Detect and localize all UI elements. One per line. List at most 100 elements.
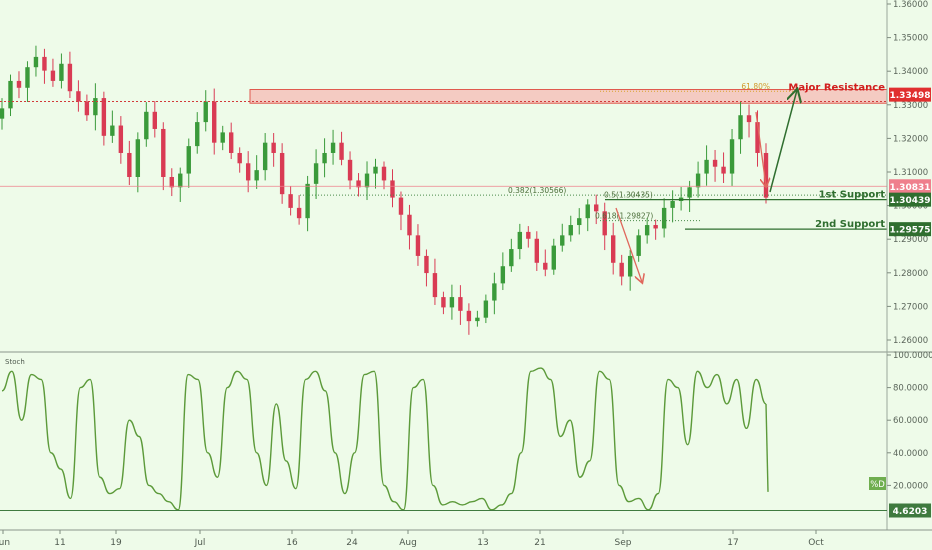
candle-body [432, 273, 438, 298]
price-tick-label: 1.31000 [893, 168, 928, 178]
candle-body [441, 297, 446, 308]
candle-body [93, 98, 98, 116]
candle-body [229, 132, 234, 153]
candle-body [517, 231, 523, 250]
candle-body [313, 163, 319, 184]
candle-body [738, 115, 743, 140]
candle-body [381, 166, 387, 181]
candle-body [755, 122, 760, 153]
price-axis: 1.36000 1.35000 1.34000 1.33000 1.32000 1.310… [886, 0, 931, 530]
candle-body [577, 218, 582, 226]
candle-body [373, 166, 378, 174]
candle-body [288, 194, 293, 208]
candle-body [144, 111, 149, 140]
candle-body [59, 63, 64, 81]
second-support-price-tag-bg [889, 222, 931, 237]
candle-body [644, 225, 650, 236]
candle-body [483, 300, 489, 318]
candle-body [262, 142, 268, 171]
stoch-title: Stoch [5, 358, 25, 366]
candle-body [50, 70, 56, 81]
candle-body [746, 115, 752, 123]
stoch-tick-label: 80.0000 [893, 384, 928, 394]
price-tick-label: 1.32000 [893, 134, 928, 144]
candles [0, 45, 769, 335]
candle-body [500, 266, 506, 284]
price-tick-label: 1.27000 [893, 302, 928, 312]
time-tick-label: Oct [808, 538, 824, 548]
first-support-price-tag: 1.30439 [890, 196, 931, 206]
candle-body [721, 166, 726, 174]
candle-body [356, 180, 361, 188]
price-tick-label: 1.35000 [893, 34, 928, 44]
candle-body [8, 80, 13, 109]
candle-body [212, 101, 217, 143]
candle-body [33, 56, 39, 68]
candle-body [279, 152, 285, 195]
stoch-tick-label: 100.0000 [893, 351, 932, 361]
time-tick-label: 16 [286, 538, 298, 548]
candle-body [322, 152, 327, 164]
candle-body [534, 238, 539, 263]
candle-body [509, 249, 514, 267]
candle-body [42, 56, 47, 71]
stoch-legend-badge [869, 477, 886, 490]
up-arrow [769, 90, 797, 193]
candle-body [661, 207, 667, 229]
candle-body [670, 201, 675, 208]
time-tick-label: 13 [477, 538, 488, 548]
candle-body [254, 170, 259, 181]
candle-body [627, 255, 633, 277]
price-tick-label: 1.26000 [893, 336, 928, 346]
candle-body [568, 225, 573, 236]
time-tick-label: 21 [534, 538, 545, 548]
time-tick-label: 24 [346, 538, 358, 548]
current-price-tag-bg [889, 179, 931, 194]
candle-body [543, 262, 548, 270]
candle-body [611, 235, 616, 263]
candle-body [237, 152, 242, 164]
candle-body [135, 139, 141, 177]
annotations: 61.80% 0.382(1.30566) 0.5(1.30435) 0.618(1.… [508, 82, 885, 282]
candle-body [390, 180, 395, 198]
candle-body [653, 225, 658, 229]
candle-body [76, 91, 81, 102]
time-axis: Jun 11 19 Jul 16 24 Aug 13 21 Sep 17 Oct [0, 529, 932, 548]
time-tick-label: Jul [194, 538, 206, 548]
fib-label: 0.382(1.30566) [508, 186, 566, 195]
candle-body [16, 80, 22, 88]
time-tick-label: 19 [110, 538, 122, 548]
candle-body [101, 98, 107, 136]
candle-body [704, 159, 709, 174]
stoch-series-line [1, 367, 767, 511]
candle-body [602, 211, 607, 236]
candle-body [712, 159, 718, 167]
candle-body [492, 283, 497, 301]
candle-body [729, 139, 735, 174]
fib-label: 0.618(1.29827) [595, 212, 653, 221]
candle-body [449, 297, 455, 308]
price-tick-label: 1.36000 [893, 0, 928, 10]
time-tick-label: 17 [727, 538, 738, 548]
major-resistance-price-tag: 1.33498 [890, 91, 931, 101]
time-tick-label: Sep [615, 538, 632, 548]
stoch-current-value: 4.6203 [893, 507, 928, 517]
candle-body [585, 204, 590, 219]
candle-body [305, 183, 310, 219]
candle-body [458, 297, 463, 311]
candle-body [763, 152, 769, 198]
first-support-label: 1st Support [819, 190, 886, 201]
candle-body [526, 231, 531, 239]
stoch-legend-label: %D [870, 480, 885, 490]
candle-body [161, 128, 166, 177]
candle-body [296, 207, 302, 219]
stoch-current-tag-bg [889, 503, 931, 518]
candle-body [67, 63, 73, 92]
candle-body [186, 146, 191, 174]
candle-body [687, 187, 692, 198]
candle-body [84, 101, 90, 116]
first-support-price-tag-bg [889, 192, 931, 207]
second-support-price-tag: 1.29575 [890, 226, 931, 236]
price-tick-label: 1.33000 [893, 101, 928, 111]
